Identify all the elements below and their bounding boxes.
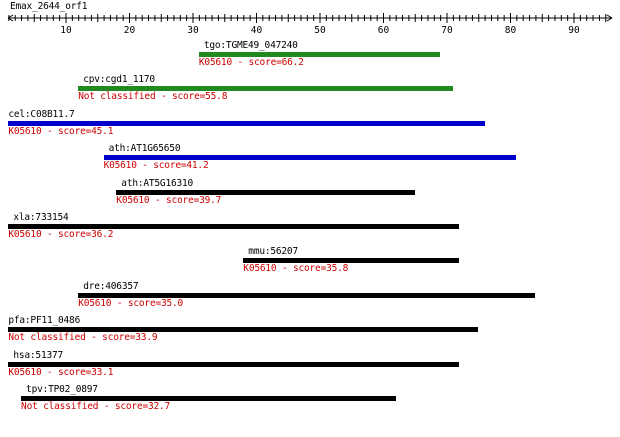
hit-name[interactable]: cel:C08B11.7: [8, 108, 75, 120]
hit-name[interactable]: mmu:56207: [248, 246, 298, 258]
hit-bar[interactable]: [8, 361, 460, 367]
hit-score: Not classified - score=55.8: [78, 91, 228, 103]
hit-score: Not classified - score=32.7: [21, 401, 171, 412]
hit-name[interactable]: xla:733154: [13, 212, 69, 223]
hit-bar[interactable]: [8, 120, 485, 126]
hit-bar[interactable]: [21, 396, 396, 401]
hit-score: K05610 - score=66.2: [198, 57, 304, 68]
hit-name[interactable]: tgo:TGME49_047240: [203, 40, 298, 51]
hit-bar[interactable]: [8, 224, 460, 229]
hit-name[interactable]: pfa:PF11_0486: [8, 315, 81, 327]
hit-row[interactable]: mmu:56207 K05610 - score=35.8: [0, 246, 620, 279]
hit-name[interactable]: ath:AT1G65650: [108, 143, 181, 155]
hit-row[interactable]: tpv:TP02_0897 Not classified - score=32.7: [0, 384, 620, 417]
hit-name[interactable]: dre:406357: [83, 280, 139, 292]
axis-tick-label: 40: [251, 25, 263, 36]
hit-score: K05610 - score=39.7: [116, 194, 222, 206]
hit-row[interactable]: pfa:PF11_0486 Not classified - score=33.9: [0, 315, 620, 348]
hit-row[interactable]: dre:406357 K05610 - score=35.0: [0, 281, 620, 314]
hit-name[interactable]: tpv:TP02_0897: [26, 384, 98, 395]
axis-tick-label: 30: [187, 25, 199, 36]
hit-bar[interactable]: [116, 189, 415, 195]
hit-bar[interactable]: [78, 86, 453, 92]
hit-score: K05610 - score=41.2: [103, 160, 209, 172]
hit-score: Not classified - score=33.9: [8, 332, 158, 344]
axis-tick-label: 80: [505, 25, 517, 36]
axis-tick-label: 60: [378, 25, 390, 36]
hit-score: K05610 - score=36.2: [8, 229, 114, 240]
hit-row[interactable]: cpv:cgd1_1170 Not classified - score=55.8: [0, 74, 620, 107]
hit-bar[interactable]: [103, 155, 517, 161]
hit-bar[interactable]: [243, 258, 460, 264]
axis-tick-label: 90: [568, 25, 580, 36]
hit-bar[interactable]: [78, 292, 536, 298]
axis-right-arrow: [606, 14, 613, 22]
hit-score: K05610 - score=35.0: [78, 297, 184, 309]
hit-row[interactable]: cel:C08B11.7 K05610 - score=45.1: [0, 109, 620, 142]
hit-score: K05610 - score=45.1: [8, 125, 114, 137]
hit-score: K05610 - score=35.8: [243, 263, 349, 275]
hit-name[interactable]: ath:AT5G16310: [121, 177, 194, 189]
hit-bar[interactable]: [8, 327, 479, 333]
hit-row[interactable]: xla:733154 K05610 - score=36.2: [0, 212, 620, 245]
hit-row[interactable]: ath:AT5G16310 K05610 - score=39.7: [0, 178, 620, 211]
hit-bar[interactable]: [198, 52, 441, 57]
hit-name[interactable]: hsa:51377: [13, 349, 64, 361]
axis-tick-label: 10: [60, 25, 72, 36]
hit-row[interactable]: hsa:51377 K05610 - score=33.1: [0, 350, 620, 383]
hit-name[interactable]: cpv:cgd1_1170: [83, 74, 155, 86]
axis-tick-label: 20: [124, 25, 136, 36]
hit-row[interactable]: ath:AT1G65650 K05610 - score=41.2: [0, 143, 620, 176]
hit-row[interactable]: tgo:TGME49_047240 K05610 - score=66.2: [0, 40, 620, 73]
axis-tick-label: 50: [314, 25, 326, 36]
sequence-title: Emax_2644_orf1: [10, 1, 88, 12]
hit-score: K05610 - score=33.1: [8, 366, 114, 378]
axis-tick-label: 70: [441, 25, 453, 36]
position-axis: 10 20 30 40 50 60 70 80 90: [7, 13, 613, 36]
